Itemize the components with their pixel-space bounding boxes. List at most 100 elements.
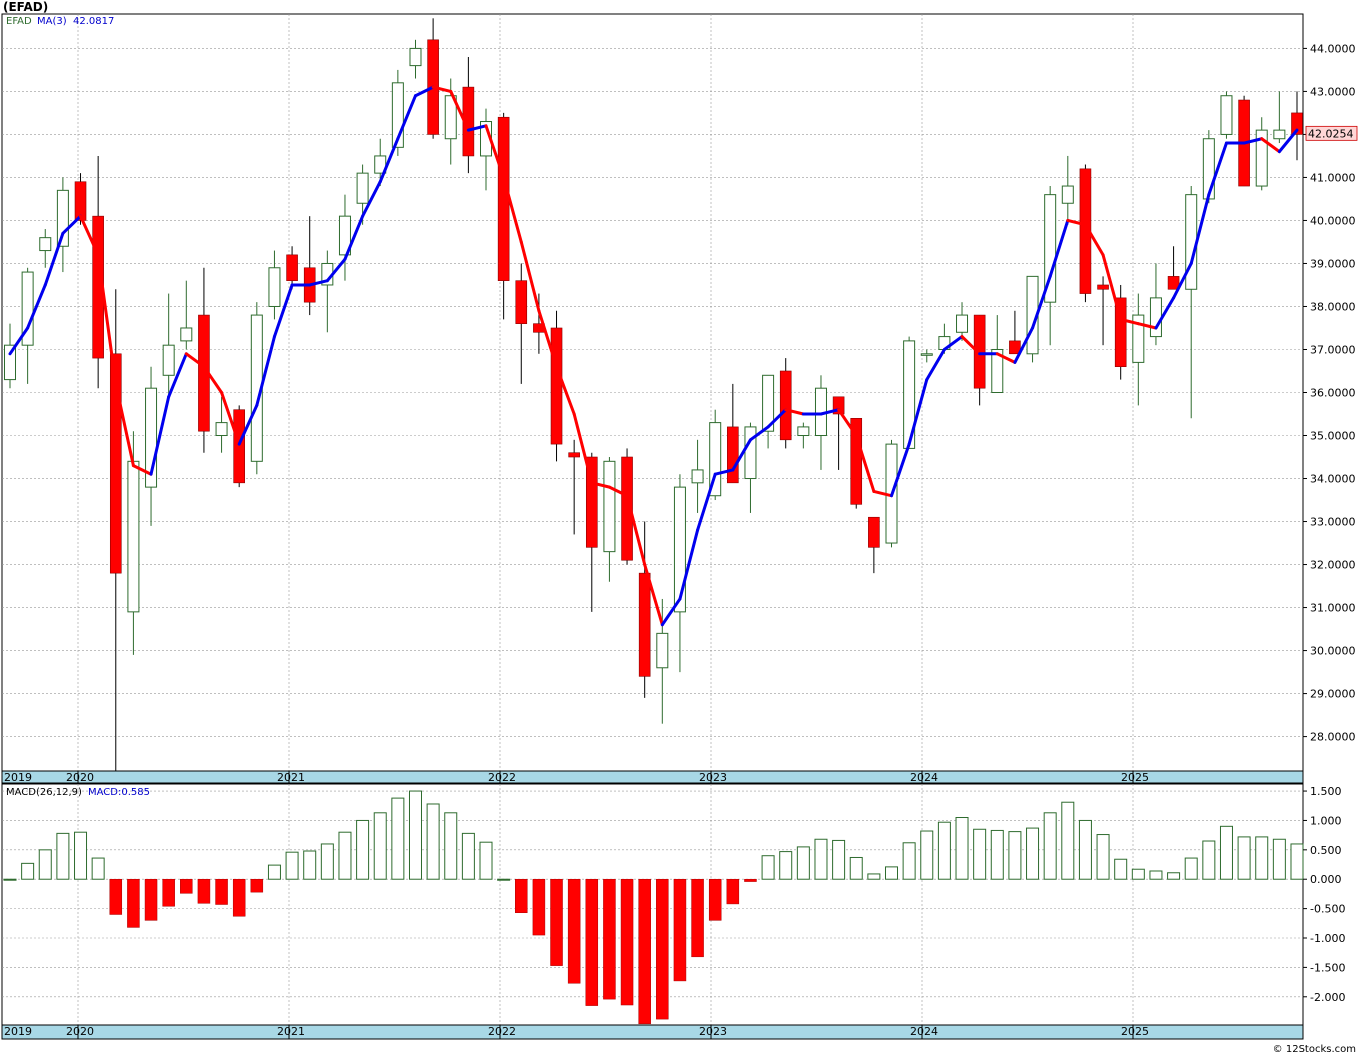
candle-up bbox=[391, 82, 404, 148]
macd-bar-negative bbox=[180, 878, 193, 894]
macd-bar-positive bbox=[796, 846, 810, 880]
ma-segment bbox=[1172, 261, 1193, 300]
price-y-tick-label: 29.0000 bbox=[1310, 688, 1356, 701]
macd-bar-positive bbox=[1219, 825, 1233, 880]
candle-up bbox=[1149, 297, 1162, 338]
candle-up bbox=[1273, 129, 1286, 140]
ma-value: 42.0817 bbox=[73, 16, 114, 27]
ma-segment bbox=[678, 528, 700, 601]
macd-y-tick-label: -1.000 bbox=[1310, 932, 1345, 945]
macd-bar-positive bbox=[1026, 827, 1040, 880]
ma-segment bbox=[484, 124, 506, 179]
ma-segment bbox=[8, 326, 30, 356]
macd-bar-negative bbox=[232, 878, 246, 917]
macd-bar-negative bbox=[726, 878, 740, 905]
macd-y-tick-label: 0.000 bbox=[1310, 873, 1342, 886]
price-date-band bbox=[1, 770, 1304, 784]
price-y-tick-label: 33.0000 bbox=[1310, 516, 1356, 529]
ma-segment bbox=[79, 214, 100, 257]
macd-bar-positive bbox=[973, 828, 987, 880]
watermark: © 12Stocks.com bbox=[1273, 1044, 1356, 1055]
macd-bar-positive bbox=[1114, 858, 1128, 880]
candle-down bbox=[868, 516, 880, 548]
candle-up bbox=[338, 215, 351, 256]
candle-up bbox=[4, 344, 16, 381]
ma-segment bbox=[1154, 296, 1176, 330]
macd-bar-positive bbox=[955, 817, 969, 880]
candle-up bbox=[39, 237, 52, 252]
macd-bar-positive bbox=[320, 843, 334, 880]
price-y-tick-label: 35.0000 bbox=[1310, 430, 1356, 443]
candle-down bbox=[832, 396, 845, 415]
price-y-tick-label: 31.0000 bbox=[1310, 602, 1356, 615]
macd-year-label: 2021 bbox=[277, 1025, 305, 1038]
candle-down bbox=[1167, 276, 1180, 290]
ma-segment bbox=[854, 434, 876, 493]
price-y-tick-label: 34.0000 bbox=[1310, 473, 1356, 486]
macd-bar-positive bbox=[920, 830, 934, 880]
ma-segment bbox=[1136, 322, 1158, 330]
macd-bar-positive bbox=[444, 812, 458, 880]
price-y-tick-label: 36.0000 bbox=[1310, 387, 1356, 400]
macd-bar-positive bbox=[867, 873, 881, 880]
candle-down bbox=[1114, 297, 1127, 367]
macd-bar-negative bbox=[638, 878, 651, 1025]
candle-down bbox=[233, 409, 245, 484]
candle-down bbox=[515, 280, 528, 324]
macd-bar-positive bbox=[285, 851, 299, 880]
candle-up bbox=[920, 353, 933, 356]
ma-segment bbox=[308, 279, 329, 287]
candle-up bbox=[656, 632, 669, 669]
ma-segment bbox=[1207, 141, 1228, 197]
ma-segment bbox=[713, 468, 735, 476]
ma-segment bbox=[555, 365, 576, 416]
candle-up bbox=[691, 469, 704, 484]
candle-down bbox=[638, 572, 651, 677]
ma-segment bbox=[1242, 137, 1264, 145]
macd-bar-negative bbox=[250, 878, 264, 893]
ma-segment bbox=[995, 352, 1017, 364]
candle-up bbox=[409, 47, 422, 67]
ma-segment bbox=[378, 137, 400, 184]
macd-year-label: 2024 bbox=[910, 1025, 938, 1038]
candle-down bbox=[74, 181, 87, 221]
macd-bar-positive bbox=[3, 878, 17, 881]
ma-segment bbox=[167, 352, 188, 399]
candle-up bbox=[145, 387, 158, 488]
ma-segment bbox=[731, 438, 752, 472]
macd-bar-positive bbox=[1272, 838, 1286, 880]
candle-down bbox=[286, 254, 298, 281]
ma-segment bbox=[149, 395, 171, 476]
macd-grid bbox=[2, 784, 1303, 1025]
macd-bar-negative bbox=[673, 878, 687, 982]
ma-segment bbox=[607, 485, 629, 498]
ma-segment bbox=[784, 408, 805, 416]
macd-bar-negative bbox=[144, 878, 158, 921]
price-y-tick-label: 38.0000 bbox=[1310, 300, 1356, 313]
ma-segment bbox=[1031, 274, 1052, 330]
macd-bar-negative bbox=[691, 878, 704, 958]
macd-bar-positive bbox=[1043, 812, 1057, 880]
ma-segment bbox=[1101, 253, 1123, 321]
macd-bar-negative bbox=[567, 878, 581, 984]
candle-up bbox=[215, 422, 228, 437]
macd-bar-positive bbox=[1290, 843, 1304, 880]
price-year-label: 2023 bbox=[699, 771, 727, 784]
macd-y-tick-label: -1.500 bbox=[1310, 961, 1345, 974]
ma-segment bbox=[942, 335, 964, 351]
macd-bar-negative bbox=[532, 878, 546, 936]
candle-up bbox=[603, 460, 616, 553]
last-price-badge bbox=[1305, 125, 1358, 141]
candle-down bbox=[585, 456, 598, 548]
macd-bar-positive bbox=[74, 831, 88, 880]
macd-label: MACD(26,12,9) bbox=[6, 787, 82, 798]
macd-bar-positive bbox=[761, 855, 775, 880]
candle-down bbox=[973, 314, 986, 389]
macd-date-band bbox=[1, 1024, 1304, 1040]
price-y-tick-label: 28.0000 bbox=[1310, 731, 1356, 744]
candle-up bbox=[1044, 194, 1057, 303]
macd-y-tick-label: -0.500 bbox=[1310, 903, 1345, 916]
macd-bar-positive bbox=[461, 832, 475, 880]
ma-segment bbox=[202, 365, 224, 394]
ma-segment bbox=[819, 408, 841, 416]
